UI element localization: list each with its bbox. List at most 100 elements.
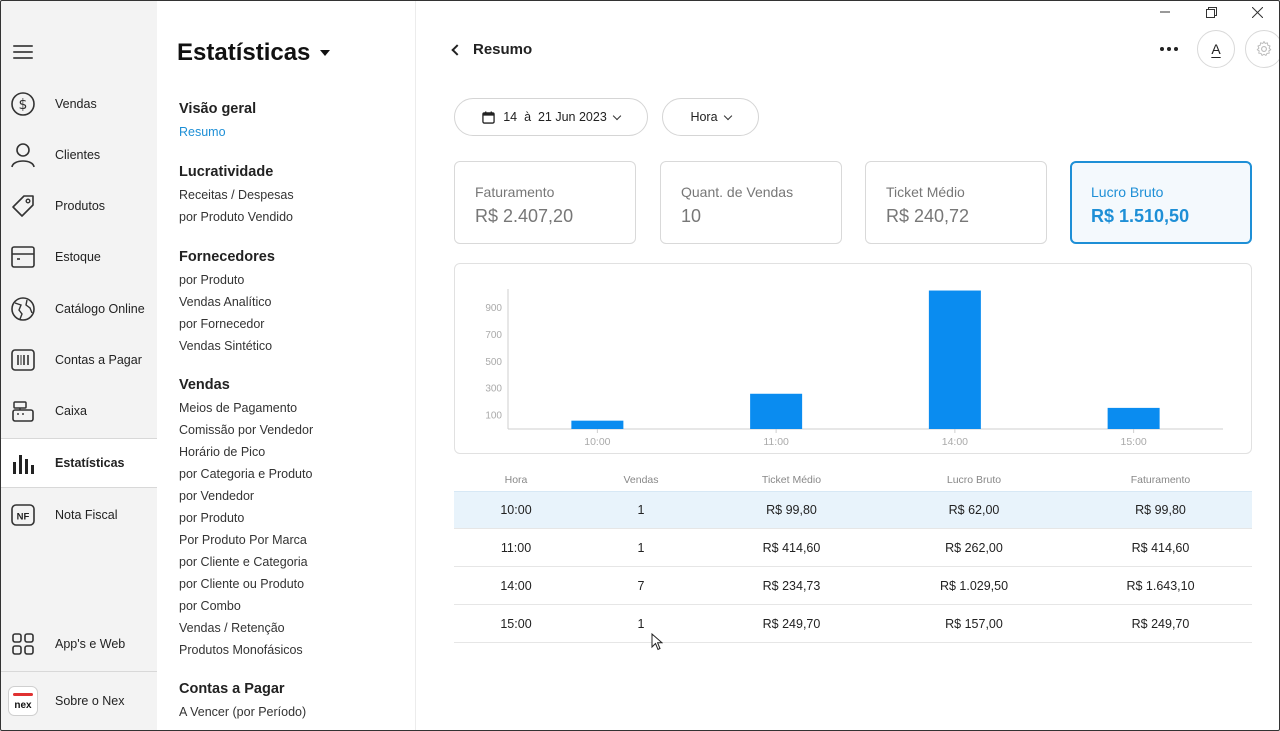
link-por-vendedor[interactable]: por Vendedor [179,489,255,503]
col-header-lucro-bruto: Lucro Bruto [946,474,1002,486]
settings-button[interactable] [1245,30,1280,68]
chart-bar[interactable] [1107,407,1160,429]
stats-sidebar: Estatísticas Visão geral Resumo Lucrativ… [158,1,416,730]
cell-ticket-medio: R$ 414,60 [762,540,821,555]
caret-down-icon [320,50,331,56]
card-ticket-medio[interactable]: Ticket Médio R$ 240,72 [865,161,1047,244]
more-dot-icon [1160,47,1164,51]
link-produtos-monofasicos[interactable]: Produtos Monofásicos [179,643,303,657]
rail-item-estatisticas[interactable]: Estatísticas [1,438,157,488]
rail-item-produtos[interactable]: Produtos [1,181,157,231]
card-value: R$ 2.407,20 [475,206,574,226]
col-header-vendas: Vendas [623,474,659,486]
link-por-cliente-ou-produto[interactable]: por Cliente ou Produto [179,577,305,591]
rail-item-label: Clientes [55,148,101,162]
x-tick-label: 10:00 [584,436,610,448]
link-vendas-sintetico[interactable]: Vendas Sintético [179,339,273,353]
rail-item-estoque[interactable]: Estoque [1,232,157,282]
table-row[interactable]: 11:00 1 R$ 414,60 R$ 262,00 R$ 414,60 [454,529,1252,567]
rail-item-contas-a-pagar[interactable]: Contas a Pagar [1,335,157,385]
rail-item-apps-e-web[interactable]: App's e Web [1,619,157,669]
rail-item-label: Caixa [55,404,87,418]
rail-item-label: App's e Web [55,637,126,651]
restore-button[interactable] [1188,0,1234,24]
card-value: 10 [681,206,702,226]
chart-bar[interactable] [571,420,624,429]
font-a-icon: A [1211,41,1221,57]
link-a-vencer-por-periodo[interactable]: A Vencer (por Período) [179,705,307,719]
cell-ticket-medio: R$ 249,70 [762,616,821,631]
y-tick-label: 700 [485,330,502,341]
section-heading-fornecedores: Fornecedores [179,249,275,265]
link-por-fornecedor[interactable]: por Fornecedor [179,317,265,331]
link-resumo[interactable]: Resumo [179,125,226,139]
link-por-categoria-e-produto[interactable]: por Categoria e Produto [179,467,313,481]
cell-ticket-medio: R$ 99,80 [766,503,817,517]
cell-vendas: 7 [637,578,645,593]
rail-item-caixa[interactable]: Caixa [1,386,157,436]
y-tick-label: 900 [485,303,502,314]
table-row[interactable]: 10:00 1 R$ 99,80 R$ 62,00 R$ 99,80 [454,491,1252,529]
card-quant-de-vendas[interactable]: Quant. de Vendas 10 [660,161,842,244]
table-row[interactable]: 14:00 7 R$ 234,73 R$ 1.029,50 R$ 1.643,1… [454,567,1252,605]
link-vendas-analitico[interactable]: Vendas Analítico [179,295,272,309]
font-size-button[interactable]: A [1197,30,1235,68]
rail-item-nota-fiscal[interactable]: NF Nota Fiscal [1,490,157,540]
card-lucro-bruto[interactable]: Lucro Bruto R$ 1.510,50 [1070,161,1252,244]
cell-hora: 10:00 [500,503,532,517]
cell-vendas: 1 [637,616,645,631]
link-meios-de-pagamento[interactable]: Meios de Pagamento [179,401,298,415]
cell-lucro-bruto: R$ 1.029,50 [939,578,1009,593]
hamburger-menu-icon[interactable] [13,45,33,59]
rail-item-catalogo-online[interactable]: Catálogo Online [1,284,157,334]
bar-chart-icon [1,438,45,488]
link-receitas-despesas[interactable]: Receitas / Despesas [179,188,294,202]
granularity-select[interactable]: Hora [662,98,759,136]
link-vendas-por-produto[interactable]: por Produto [179,511,245,525]
rail-divider [1,671,157,672]
rail-item-label: Vendas [55,97,97,111]
link-por-produto-vendido[interactable]: por Produto Vendido [179,210,293,224]
minimize-button[interactable] [1142,0,1188,24]
rail-item-label: Estoque [55,250,101,264]
link-fornecedores-por-produto[interactable]: por Produto [179,273,245,287]
link-por-cliente-e-categoria[interactable]: por Cliente e Categoria [179,555,308,569]
sidebar-title-dropdown[interactable]: Estatísticas [177,39,331,67]
chart-bar[interactable] [928,290,981,429]
close-button[interactable] [1234,0,1280,24]
card-value: R$ 240,72 [886,206,970,226]
y-tick-label: 100 [485,411,502,422]
col-header-faturamento: Faturamento [1130,474,1191,486]
more-dot-icon [1174,47,1178,51]
cell-hora: 14:00 [500,578,532,593]
cash-register-icon [1,386,45,436]
date-range-picker[interactable]: 14 à 21 Jun 2023 [454,98,648,136]
link-por-combo[interactable]: por Combo [179,599,241,613]
sidebar-title: Estatísticas [177,39,311,66]
rail-item-vendas[interactable]: $ Vendas [1,79,157,129]
link-comissao-por-vendedor[interactable]: Comissão por Vendedor [179,423,314,437]
window-controls [1142,0,1280,24]
link-vendas-retencao[interactable]: Vendas / Retenção [179,621,285,635]
more-options-button[interactable] [1157,37,1181,61]
nf-icon: NF [1,490,45,540]
chart-bar[interactable] [750,393,803,429]
main-content: Resumo A 14 à 21 Jun 2023 Hora Faturamen… [417,1,1280,730]
table-row[interactable]: 15:00 1 R$ 249,70 R$ 157,00 R$ 249,70 [454,605,1252,643]
rail-item-sobre-o-nex[interactable]: nex Sobre o Nex [1,676,157,726]
rail-item-clientes[interactable]: Clientes [1,130,157,180]
bar-chart: 100 300 500 700 900 10:00 11:00 14:00 15:00 [485,289,1223,448]
cell-lucro-bruto: R$ 262,00 [945,540,1003,555]
nex-logo-text: nex [14,700,32,711]
back-button[interactable]: Resumo [451,41,532,58]
cell-lucro-bruto: R$ 62,00 [948,503,1000,517]
calendar-icon [482,110,495,124]
link-por-produto-por-marca[interactable]: Por Produto Por Marca [179,533,307,547]
link-horario-de-pico[interactable]: Horário de Pico [179,445,266,459]
chevron-left-icon [451,43,463,56]
more-dot-icon [1167,47,1171,51]
section-heading-vendas: Vendas [179,377,230,393]
rail-item-label: Contas a Pagar [55,353,142,367]
gear-icon [1256,41,1272,56]
card-faturamento[interactable]: Faturamento R$ 2.407,20 [454,161,636,244]
